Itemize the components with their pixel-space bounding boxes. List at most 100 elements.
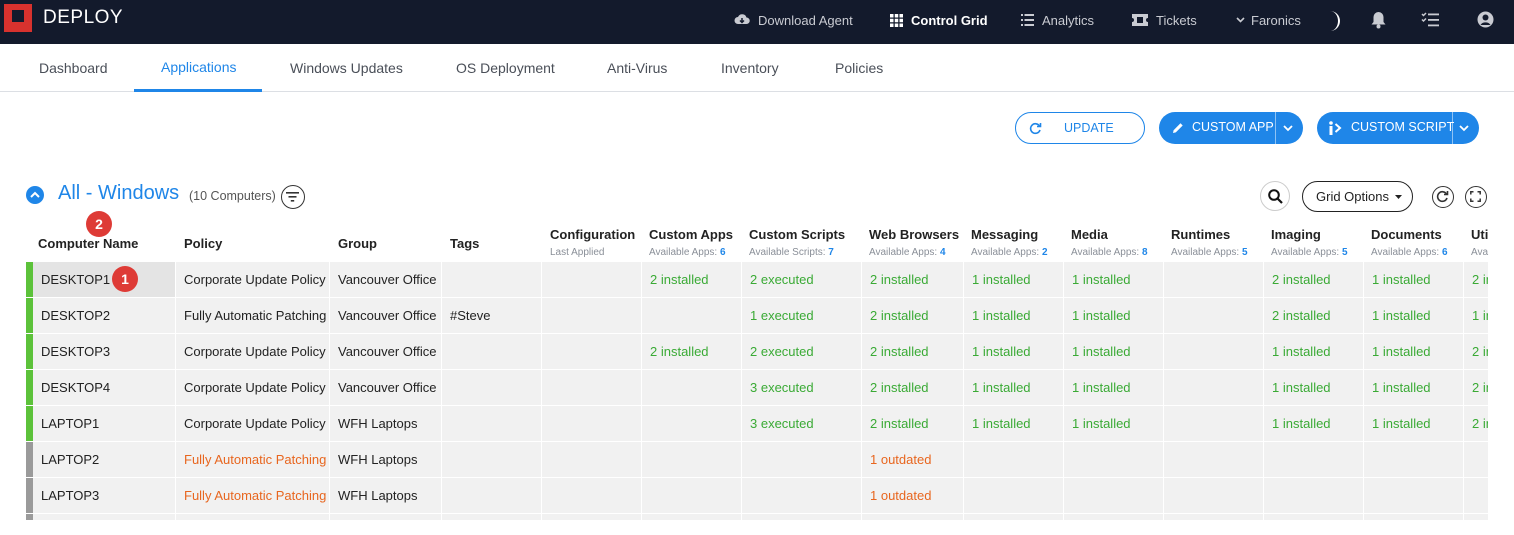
column-header-messaging[interactable]: Messaging	[971, 227, 1039, 242]
checklist-icon[interactable]	[1421, 12, 1439, 27]
table-row[interactable]: LAPTOP1 Corporate Update Policy WFH Laptop…	[26, 406, 1488, 442]
column-header-policy[interactable]: Policy	[184, 236, 223, 251]
grid-options-dropdown[interactable]: Grid Options	[1302, 181, 1413, 212]
column-header-runtimes[interactable]: Runtimes	[1171, 227, 1231, 242]
cell-media[interactable]: 1 installed	[1064, 298, 1163, 333]
cell-documents[interactable]: 1 installed	[1364, 262, 1463, 297]
tab-anti-virus[interactable]: Anti-Virus	[607, 60, 668, 76]
cell-media[interactable]: 1 installed	[1064, 406, 1163, 441]
table-row[interactable]	[26, 514, 1488, 520]
cell-messaging[interactable]: 1 installed	[964, 298, 1063, 333]
cell-computer-name[interactable]: DESKTOP4	[33, 370, 175, 405]
cell-computer-name[interactable]: LAPTOP3	[33, 478, 175, 513]
table-row[interactable]: DESKTOP1 Corporate Update Policy Vancouver…	[26, 262, 1488, 298]
cell-documents[interactable]: 1 installed	[1364, 370, 1463, 405]
cell-media	[1064, 514, 1163, 520]
cell-computer-name[interactable]: LAPTOP1	[33, 406, 175, 441]
cell-web-browsers[interactable]: 2 installed	[862, 262, 963, 297]
column-header-configuration[interactable]: Configuration	[550, 227, 636, 242]
cell-web-browsers[interactable]: 1 outdated	[862, 442, 963, 477]
column-header-media[interactable]: Media	[1071, 227, 1108, 242]
cell-custom-apps[interactable]: 2 installed	[642, 262, 741, 297]
cell-messaging[interactable]: 1 installed	[964, 370, 1063, 405]
cell-web-browsers[interactable]: 2 installed	[862, 406, 963, 441]
column-header-utilities[interactable]: Uti	[1471, 227, 1489, 242]
moon-icon[interactable]	[1326, 10, 1342, 32]
tab-policies[interactable]: Policies	[835, 60, 884, 76]
cell-imaging[interactable]: 1 installed	[1264, 370, 1363, 405]
column-header-web-browsers[interactable]: Web Browsers	[869, 227, 960, 242]
cell-web-browsers[interactable]: 2 installed	[862, 298, 963, 333]
column-header-custom-apps[interactable]: Custom Apps	[649, 227, 734, 242]
cell-computer-name[interactable]	[33, 514, 175, 520]
tab-windows-updates[interactable]: Windows Updates	[290, 60, 403, 76]
cell-custom-apps[interactable]: 2 installed	[642, 334, 741, 369]
cell-utilities[interactable]: 2 in	[1464, 334, 1488, 369]
cell-utilities[interactable]: 2 in	[1464, 370, 1488, 405]
cell-custom-scripts[interactable]: 3 executed	[742, 406, 861, 441]
chevron-down-icon[interactable]	[1459, 125, 1469, 132]
chevron-down-icon[interactable]	[1283, 125, 1293, 132]
cell-messaging[interactable]: 1 installed	[964, 334, 1063, 369]
cell-web-browsers[interactable]: 1 outdated	[862, 478, 963, 513]
cell-documents[interactable]: 1 installed	[1364, 406, 1463, 441]
cell-media[interactable]: 1 installed	[1064, 262, 1163, 297]
column-header-imaging[interactable]: Imaging	[1271, 227, 1321, 242]
cell-imaging[interactable]: 2 installed	[1264, 262, 1363, 297]
cell-utilities[interactable]: 2 in	[1464, 262, 1488, 297]
user-icon[interactable]	[1477, 11, 1494, 28]
filter-button[interactable]	[281, 185, 305, 209]
tab-os-deployment[interactable]: OS Deployment	[456, 60, 555, 76]
tab-applications[interactable]: Applications	[161, 59, 237, 75]
cell-media[interactable]: 1 installed	[1064, 370, 1163, 405]
expand-button[interactable]	[1465, 186, 1487, 208]
column-header-documents[interactable]: Documents	[1371, 227, 1442, 242]
cell-computer-name[interactable]: DESKTOP2	[33, 298, 175, 333]
cell-computer-name[interactable]: LAPTOP2	[33, 442, 175, 477]
cell-custom-scripts[interactable]: 2 executed	[742, 262, 861, 297]
column-header-group[interactable]: Group	[338, 236, 377, 251]
control-grid-link[interactable]: Control Grid	[890, 0, 988, 40]
search-button[interactable]	[1260, 181, 1290, 211]
tab-inventory[interactable]: Inventory	[721, 60, 779, 76]
cell-messaging[interactable]: 1 installed	[964, 406, 1063, 441]
cell-messaging	[964, 514, 1063, 520]
cell-computer-name[interactable]: DESKTOP1	[33, 262, 175, 297]
cell-documents[interactable]: 1 installed	[1364, 298, 1463, 333]
custom-script-button[interactable]: CUSTOM SCRIPT	[1317, 112, 1479, 144]
download-agent-link[interactable]: Download Agent	[734, 0, 853, 40]
cell-custom-scripts[interactable]: 2 executed	[742, 334, 861, 369]
reload-button[interactable]	[1432, 186, 1454, 208]
update-button[interactable]: UPDATE	[1015, 112, 1145, 144]
table-row[interactable]: DESKTOP3 Corporate Update Policy Vancouver…	[26, 334, 1488, 370]
cell-web-browsers[interactable]: 2 installed	[862, 334, 963, 369]
cell-utilities[interactable]: 1 in	[1464, 298, 1488, 333]
collapse-group-button[interactable]	[26, 186, 44, 204]
table-row[interactable]: DESKTOP2 Fully Automatic Patching Vancouve…	[26, 298, 1488, 334]
column-header-computer-name[interactable]: Computer Name	[38, 236, 139, 251]
tickets-link[interactable]: Tickets	[1132, 0, 1197, 40]
tab-dashboard[interactable]: Dashboard	[39, 60, 108, 76]
custom-app-button[interactable]: CUSTOM APP	[1159, 112, 1303, 144]
cell-imaging[interactable]: 1 installed	[1264, 406, 1363, 441]
cell-documents[interactable]: 1 installed	[1364, 334, 1463, 369]
cell-imaging[interactable]: 1 installed	[1264, 334, 1363, 369]
cell-custom-scripts[interactable]: 1 executed	[742, 298, 861, 333]
cell-messaging[interactable]: 1 installed	[964, 262, 1063, 297]
column-header-tags[interactable]: Tags	[450, 236, 480, 251]
cell-media[interactable]: 1 installed	[1064, 334, 1163, 369]
table-row[interactable]: LAPTOP2 Fully Automatic Patching WFH Lapto…	[26, 442, 1488, 478]
faronics-menu[interactable]: Faronics	[1236, 0, 1301, 40]
analytics-link[interactable]: Analytics	[1021, 0, 1094, 40]
cell-utilities[interactable]: 2 in	[1464, 406, 1488, 441]
cell-custom-scripts[interactable]: 3 executed	[742, 370, 861, 405]
column-header-custom-scripts[interactable]: Custom Scripts	[749, 227, 846, 242]
cell-web-browsers[interactable]: 2 installed	[862, 370, 963, 405]
bell-icon[interactable]	[1370, 11, 1387, 29]
table-row[interactable]: LAPTOP3 Fully Automatic Patching WFH Lapto…	[26, 478, 1488, 514]
cell-utilities	[1464, 478, 1488, 513]
cell-computer-name[interactable]: DESKTOP3	[33, 334, 175, 369]
cell-imaging[interactable]: 2 installed	[1264, 298, 1363, 333]
group-title[interactable]: All - Windows	[58, 182, 180, 204]
table-row[interactable]: DESKTOP4 Corporate Update Policy Vancouver…	[26, 370, 1488, 406]
